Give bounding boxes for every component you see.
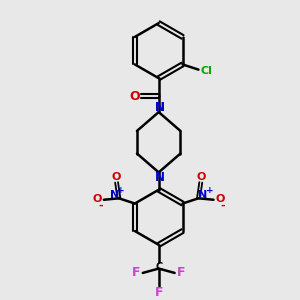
Text: C: C [155, 262, 162, 272]
Text: N: N [110, 190, 119, 200]
Text: +: + [117, 186, 125, 195]
Text: N: N [198, 190, 207, 200]
Text: -: - [220, 201, 225, 211]
Text: O: O [215, 194, 225, 204]
Text: N: N [154, 101, 165, 114]
Text: O: O [112, 172, 121, 182]
Text: F: F [177, 266, 185, 279]
Text: O: O [93, 194, 102, 204]
Text: Cl: Cl [201, 66, 212, 76]
Text: -: - [98, 201, 103, 211]
Text: F: F [132, 266, 141, 279]
Text: N: N [154, 171, 165, 184]
Text: +: + [206, 186, 213, 195]
Text: F: F [154, 286, 163, 299]
Text: N: N [154, 101, 165, 114]
Text: O: O [129, 90, 140, 103]
Text: O: O [196, 172, 206, 182]
